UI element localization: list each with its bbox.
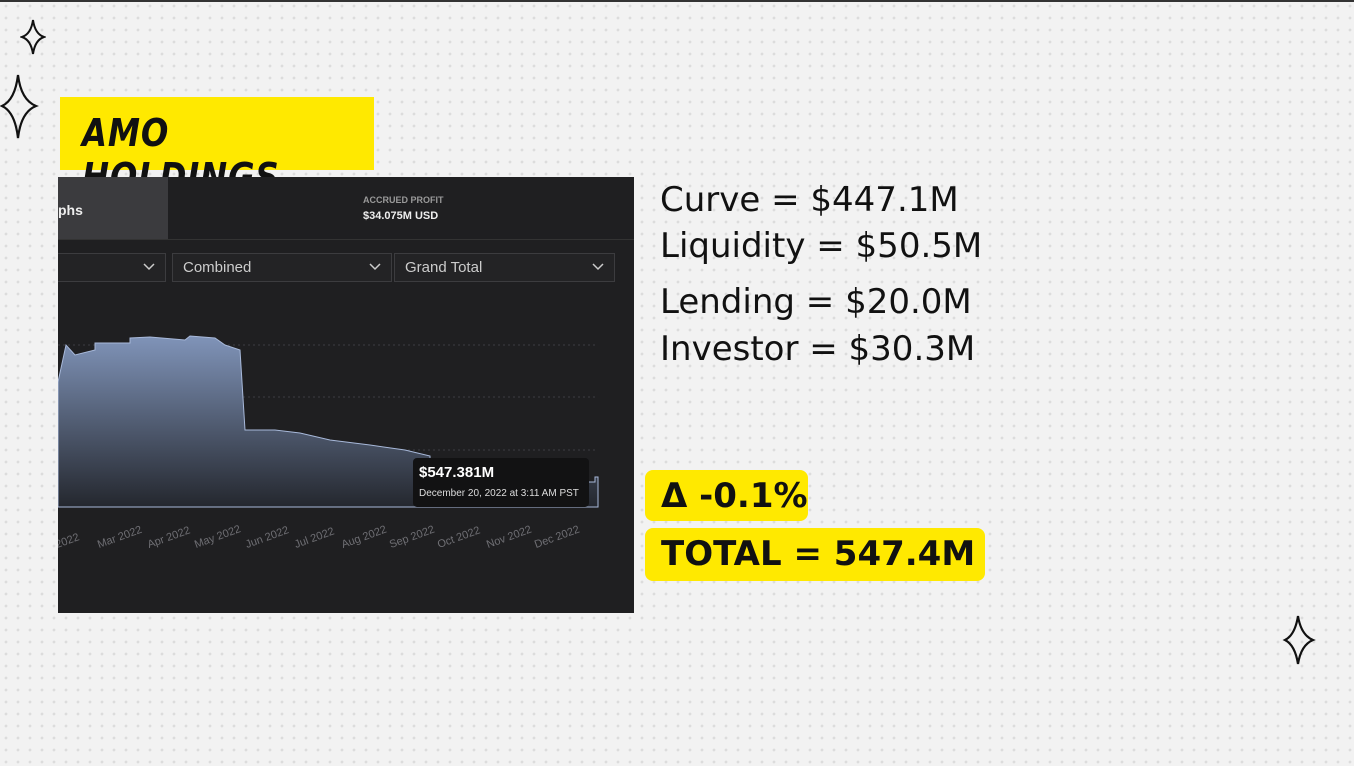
accrued-profit-label: ACCRUED PROFIT xyxy=(363,195,444,205)
dropdown[interactable]: Grand Total xyxy=(394,253,615,282)
total: TOTAL = 547.4M xyxy=(661,534,976,574)
tooltip xyxy=(413,458,589,507)
star xyxy=(1282,615,1316,665)
tooltip-date: December 20, 2022 at 3:11 AM PST xyxy=(419,488,579,499)
breakdown-line: Liquidity = $50.5M xyxy=(660,226,983,266)
breakdown-line: Investor = $30.3M xyxy=(660,329,976,369)
divider xyxy=(58,239,634,240)
dropdown-label: Grand Total xyxy=(405,259,483,276)
tab-label: phs xyxy=(58,202,83,218)
dropdown[interactable]: Combined xyxy=(172,253,392,282)
star xyxy=(20,19,46,55)
chevron xyxy=(369,263,381,271)
dropdown[interactable] xyxy=(58,253,166,282)
title-box: AMO HOLDINGS xyxy=(60,97,374,199)
chevron xyxy=(143,263,155,271)
accrued-profit-value: $34.075M USD xyxy=(363,210,439,222)
screenshot: phs ACCRUED PROFIT $34.075M USD Combined… xyxy=(58,177,634,613)
tab: phs xyxy=(58,177,168,239)
total-box: TOTAL = 547.4M xyxy=(645,528,985,581)
breakdown-line: Lending = $20.0M xyxy=(660,282,972,322)
area-chart xyxy=(58,335,599,508)
chevron xyxy=(592,263,604,271)
tooltip-value: $547.381M xyxy=(419,464,495,481)
delta-box: Δ -0.1% xyxy=(645,470,808,521)
dropdown-label: Combined xyxy=(183,259,252,276)
top-border xyxy=(0,0,1354,2)
star xyxy=(0,74,39,139)
delta: Δ -0.1% xyxy=(661,476,808,516)
breakdown-line: Curve = $447.1M xyxy=(660,180,959,220)
